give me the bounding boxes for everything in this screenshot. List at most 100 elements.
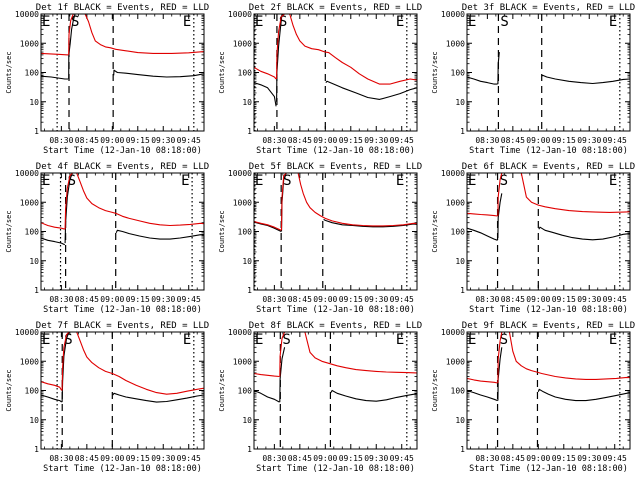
x-tick-label: 09:15 — [339, 454, 363, 463]
y-axis-label: Counts/sec — [5, 210, 13, 252]
y-tick-label: 1 — [247, 445, 252, 454]
marker-label-saa-end: E — [396, 332, 404, 348]
series-line-events-segment-1 — [467, 227, 498, 241]
x-tick-label: 09:45 — [603, 454, 627, 463]
x-tick-label: 09:30 — [364, 454, 388, 463]
chart-panel-2: Det 2f BLACK = Events, RED = LLD Counts/s… — [218, 3, 422, 156]
series-line-events-segment-1 — [41, 75, 69, 80]
marker-label-left: E — [42, 173, 50, 189]
x-tick-label: 09:15 — [339, 295, 363, 304]
x-tick-label: 09:00 — [526, 136, 550, 145]
marker-label-saa-start: S — [283, 173, 291, 189]
y-tick-label: 1000 — [233, 357, 252, 366]
panel-title: Det 9f BLACK = Events, RED = LLD — [462, 321, 635, 331]
series-line-lld-segment-3 — [297, 173, 417, 227]
y-tick-label: 10 — [242, 257, 252, 266]
x-tick-label: 09:00 — [313, 454, 337, 463]
x-tick-label: 09:45 — [390, 136, 414, 145]
y-axis-label: Counts/sec — [5, 51, 13, 93]
y-tick-label: 1000 — [20, 39, 39, 48]
marker-label-saa-start: S — [71, 14, 79, 30]
plot-frame — [466, 13, 631, 132]
series-line-lld-segment-3 — [76, 173, 204, 227]
series-line-lld-segment-2 — [497, 173, 503, 217]
series-line-lld-segment-1 — [254, 66, 277, 80]
y-tick-label: 10 — [29, 98, 39, 107]
chart-panel-9: Det 9f BLACK = Events, RED = LLD Counts/s… — [431, 321, 635, 474]
marker-label-saa-end: E — [609, 173, 617, 189]
y-tick-label: 10 — [242, 98, 252, 107]
y-tick-label: 100 — [451, 387, 466, 396]
y-tick-label: 10 — [455, 257, 465, 266]
x-axis-label: Start Time (12-Jan-10 08:18:00) — [43, 305, 202, 315]
y-tick-label: 100 — [451, 69, 466, 78]
y-axis-label: Counts/sec — [218, 210, 226, 252]
x-tick-label: 08:30 — [262, 136, 286, 145]
y-tick-label: 100 — [25, 387, 40, 396]
y-tick-label: 1000 — [446, 198, 465, 207]
x-tick-label: 09:30 — [151, 295, 175, 304]
panel-title: Det 3f BLACK = Events, RED = LLD — [462, 3, 635, 13]
series-line-events-segment-2 — [497, 347, 503, 401]
x-axis-label: Start Time (12-Jan-10 08:18:00) — [43, 146, 202, 156]
plot-frame — [466, 331, 631, 450]
series-line-events-segment-1 — [467, 76, 498, 85]
x-tick-label: 09:00 — [526, 295, 550, 304]
x-tick-label: 09:00 — [100, 454, 124, 463]
y-tick-label: 10000 — [15, 10, 39, 19]
series-group — [254, 14, 417, 107]
y-tick-label: 10 — [29, 257, 39, 266]
x-tick-label: 09:45 — [177, 136, 201, 145]
y-tick-label: 1 — [460, 127, 465, 136]
x-tick-label: 09:30 — [577, 295, 601, 304]
y-tick-label: 100 — [451, 228, 466, 237]
series-line-lld-segment-2 — [64, 173, 73, 230]
marker-label-saa-end: E — [609, 332, 617, 348]
marker-label-saa-start: S — [68, 173, 76, 189]
chart-panel-1: Det 1f BLACK = Events, RED = LLD Counts/s… — [5, 3, 209, 156]
marker-label-saa-end: E — [396, 14, 404, 30]
y-tick-label: 1000 — [446, 357, 465, 366]
series-line-lld-segment-3 — [84, 14, 204, 54]
series-line-lld-segment-2 — [276, 14, 285, 80]
x-tick-label: 08:45 — [501, 295, 525, 304]
y-tick-label: 1 — [34, 127, 39, 136]
x-axis-label: Start Time (12-Jan-10 08:18:00) — [256, 305, 415, 315]
series-line-events-segment-1 — [41, 237, 66, 246]
series-group — [467, 173, 630, 241]
x-tick-label: 09:15 — [552, 136, 576, 145]
y-tick-label: 1000 — [20, 198, 39, 207]
series-line-events-segment-3 — [115, 229, 204, 240]
x-tick-label: 09:30 — [151, 454, 175, 463]
y-tick-label: 100 — [25, 228, 40, 237]
series-line-events-segment-1 — [41, 394, 63, 403]
y-tick-label: 1 — [247, 286, 252, 295]
marker-label-left: E — [42, 14, 50, 30]
series-line-lld-segment-2 — [68, 14, 78, 55]
series-group — [41, 14, 204, 80]
x-tick-label: 08:45 — [288, 295, 312, 304]
series-line-lld-segment-1 — [254, 372, 280, 378]
y-axis-label: Counts/sec — [431, 210, 439, 252]
y-tick-label: 1000 — [233, 39, 252, 48]
marker-label-left: E — [42, 332, 50, 348]
series-line-lld-segment-2 — [280, 173, 287, 231]
series-line-lld-segment-1 — [41, 381, 63, 391]
marker-label-saa-start: S — [500, 332, 508, 348]
series-line-events-segment-2 — [279, 347, 286, 403]
x-tick-label: 08:45 — [501, 136, 525, 145]
x-axis-label: Start Time (12-Jan-10 08:18:00) — [256, 464, 415, 474]
series-line-events-segment-3 — [330, 389, 417, 402]
y-tick-label: 1 — [34, 286, 39, 295]
chart-panel-7: Det 7f BLACK = Events, RED = LLD Counts/s… — [5, 321, 209, 474]
panel-title: Det 4f BLACK = Events, RED = LLD — [36, 162, 209, 172]
x-axis-label: Start Time (12-Jan-10 08:18:00) — [43, 464, 202, 474]
series-group — [41, 173, 204, 246]
panel-title: Det 6f BLACK = Events, RED = LLD — [462, 162, 635, 172]
series-line-lld-segment-1 — [254, 220, 282, 231]
x-tick-label: 09:30 — [364, 295, 388, 304]
series-group — [254, 332, 417, 403]
y-tick-label: 10000 — [441, 10, 465, 19]
panel-title: Det 2f BLACK = Events, RED = LLD — [249, 3, 422, 13]
